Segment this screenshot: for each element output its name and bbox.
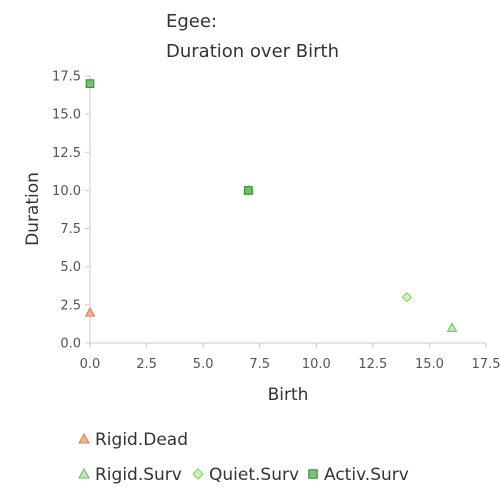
legend-marker-square (308, 469, 318, 479)
y-tick-label: 0.0 (60, 337, 81, 352)
x-tick-label: 17.5 (472, 357, 500, 372)
legend-label: Rigid.Dead (95, 430, 188, 450)
legend-item-activ-surv[interactable]: Activ.Surv (308, 465, 409, 485)
legend-item-rigid-dead[interactable]: Rigid.Dead (78, 430, 188, 450)
x-tick-label: 0.0 (80, 357, 101, 372)
x-tick-label: 15.0 (415, 357, 444, 372)
y-tick-label: 7.5 (60, 222, 81, 237)
data-point-rigid-surv (446, 322, 458, 332)
legend-marker-triangle (78, 467, 90, 479)
y-tick-label: 10.0 (52, 184, 81, 199)
x-axis-label: Birth (268, 385, 309, 405)
legend-marker-triangle (78, 432, 90, 444)
y-tick-label: 5.0 (60, 260, 81, 275)
data-point-activ-surv (244, 186, 253, 195)
y-axis-ticks: 0.0 2.5 5.0 7.5 10.0 12.5 15.0 17.5 (52, 70, 90, 352)
x-tick-label: 7.5 (249, 357, 270, 372)
x-tick-label: 12.5 (358, 357, 387, 372)
x-tick-label: 5.0 (193, 357, 214, 372)
y-tick-label: 17.5 (52, 70, 81, 85)
chart-title: Egee: (166, 11, 217, 32)
chart-subtitle: Duration over Birth (166, 41, 339, 62)
legend-item-quiet-surv[interactable]: Quiet.Surv (192, 465, 299, 485)
data-points (84, 79, 458, 332)
x-tick-label: 10.0 (302, 357, 331, 372)
y-tick-label: 2.5 (60, 298, 81, 313)
y-tick-label: 15.0 (52, 108, 81, 123)
legend[interactable]: Rigid.Dead Rigid.Surv Quiet.Surv Activ.Surv (78, 430, 409, 485)
x-axis-ticks: 0.0 2.5 5.0 7.5 10.0 12.5 15.0 17.5 (80, 343, 500, 372)
legend-item-rigid-surv[interactable]: Rigid.Surv (78, 465, 182, 485)
legend-label: Rigid.Surv (95, 465, 182, 485)
legend-marker-diamond (192, 468, 204, 480)
data-point-activ-surv (85, 79, 95, 88)
legend-label: Activ.Surv (324, 465, 409, 485)
y-axis-label: Duration (23, 172, 43, 246)
x-tick-label: 2.5 (136, 357, 157, 372)
data-point-rigid-dead (84, 306, 96, 317)
data-point-quiet-surv (401, 292, 413, 303)
y-tick-label: 12.5 (52, 146, 81, 161)
axes (89, 76, 486, 344)
legend-label: Quiet.Surv (209, 465, 299, 485)
